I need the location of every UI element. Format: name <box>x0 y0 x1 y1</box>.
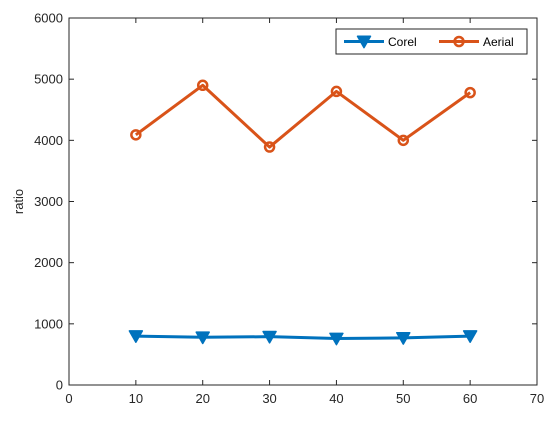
series-layer <box>128 79 478 346</box>
x-tick-label: 70 <box>530 391 544 406</box>
y-tick-label: 2000 <box>34 255 63 270</box>
x-tick-label: 20 <box>195 391 209 406</box>
x-tick-label: 30 <box>262 391 276 406</box>
y-tick-label: 6000 <box>34 11 63 26</box>
data-point <box>330 85 343 98</box>
y-tick-label: 1000 <box>34 316 63 331</box>
data-point <box>462 330 478 343</box>
legend: Corel Aerial <box>335 28 528 55</box>
x-tick-label: 10 <box>129 391 143 406</box>
y-tick-label: 0 <box>56 378 63 393</box>
data-point <box>263 141 276 153</box>
x-tick-label: 0 <box>65 391 72 406</box>
legend-label: Corel <box>388 35 417 49</box>
series-corel <box>128 330 478 346</box>
data-point <box>196 79 209 92</box>
x-tick-label: 60 <box>463 391 477 406</box>
y-tick-label: 3000 <box>34 194 63 209</box>
legend-entry-corel: Corel <box>344 35 417 49</box>
data-point <box>329 332 344 346</box>
legend-entry-aerial: Aerial <box>439 35 514 49</box>
y-tick-label: 5000 <box>34 72 63 87</box>
data-point <box>396 331 411 345</box>
x-tick-label: 50 <box>396 391 410 406</box>
y-axis-label: ratio <box>11 189 26 214</box>
legend-marker <box>453 35 465 48</box>
series-line <box>134 83 472 149</box>
data-point <box>130 129 142 141</box>
data-point <box>397 134 410 147</box>
plot-area <box>69 18 537 385</box>
x-tick-label: 40 <box>329 391 343 406</box>
data-point <box>128 330 144 343</box>
legend-label: Aerial <box>483 35 514 49</box>
series-aerial <box>130 79 476 153</box>
y-tick-label: 4000 <box>34 133 63 148</box>
axes: 0 10 20 30 40 50 60 70 0 1000 2000 3000 4000 5000 6000 <box>34 11 544 407</box>
data-point <box>195 331 210 345</box>
data-point <box>464 86 476 99</box>
legend-marker <box>356 35 372 49</box>
data-point <box>262 330 277 344</box>
series-line <box>135 334 471 341</box>
